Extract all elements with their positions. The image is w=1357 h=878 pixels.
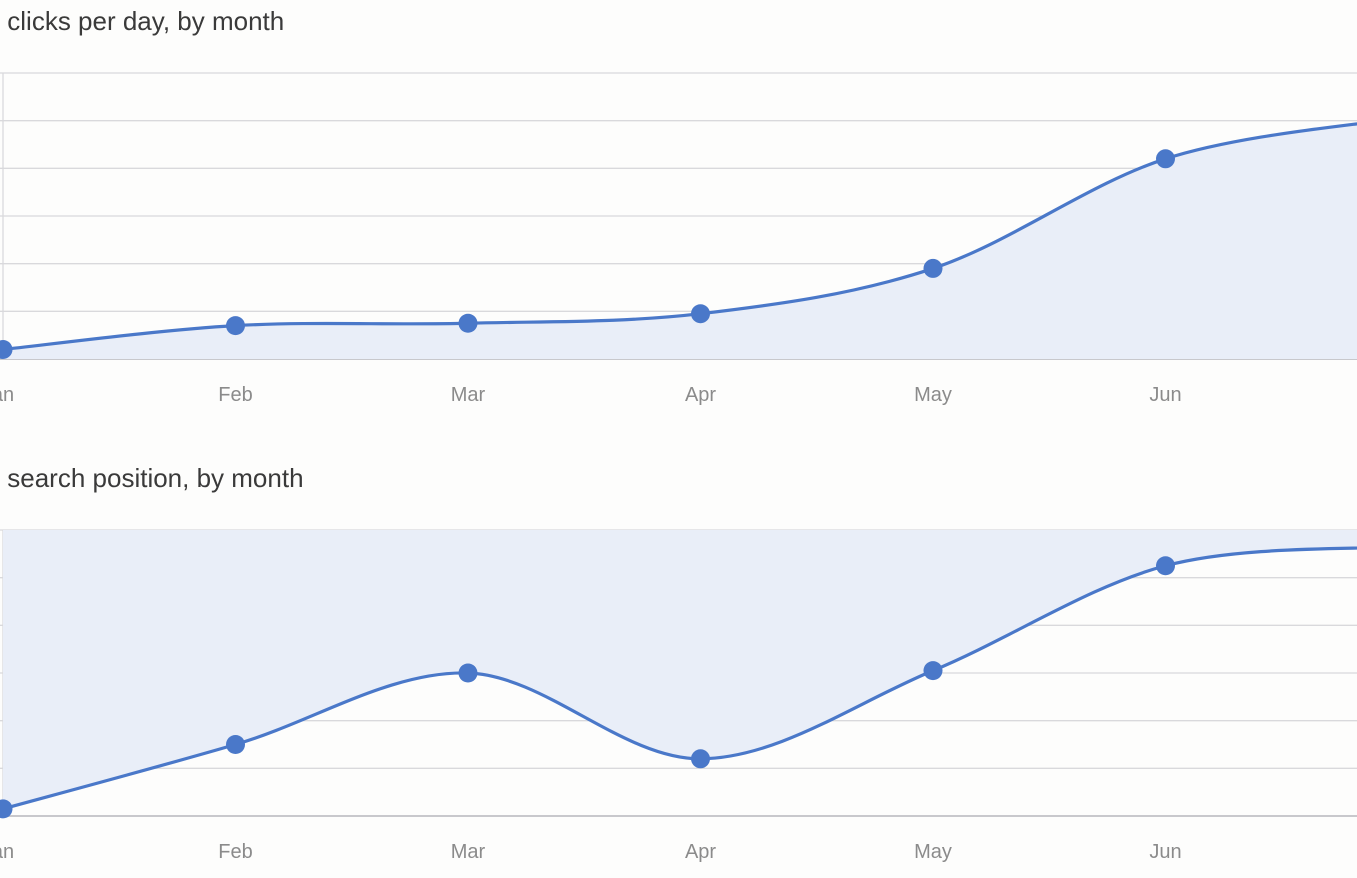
chart-1-x-tick-label: May xyxy=(914,384,952,406)
chart-1-point xyxy=(226,316,245,336)
chart-1-x-tick-label: Feb xyxy=(218,384,252,406)
chart-2-point xyxy=(691,749,710,769)
chart-2-point xyxy=(0,799,13,819)
chart-1-point xyxy=(0,339,13,359)
chart-2-point xyxy=(1156,556,1175,576)
chart-2-title: rage search position, by month xyxy=(0,463,304,493)
chart-2-x-tick-label: an xyxy=(0,841,14,863)
chart-2-x-tick-label: Mar xyxy=(451,841,486,863)
chart-1-title: rage clicks per day, by month xyxy=(0,6,285,36)
chart-1-x-tick-label: Apr xyxy=(685,384,716,406)
chart-1-point xyxy=(691,304,710,324)
chart-2-x-tick-label: Jun xyxy=(1149,841,1181,863)
chart-2-x-tick-label: Feb xyxy=(218,841,252,863)
chart-2-point xyxy=(226,735,245,754)
chart-2-point xyxy=(923,661,943,681)
chart-1-x-tick-label: Jun xyxy=(1149,384,1181,406)
chart-2-x-tick-label: Apr xyxy=(685,841,716,863)
chart-1-area xyxy=(3,123,1357,359)
chart-1-point xyxy=(923,258,943,278)
chart-1-point xyxy=(1156,149,1175,169)
chart-2-point xyxy=(458,663,478,683)
chart-2-area xyxy=(3,530,1357,809)
chart-1-x-tick-label: an xyxy=(0,384,14,406)
chart-1-x-tick-label: Mar xyxy=(451,384,486,406)
chart-1-point xyxy=(458,313,478,333)
chart-2-x-tick-label: May xyxy=(914,841,952,863)
